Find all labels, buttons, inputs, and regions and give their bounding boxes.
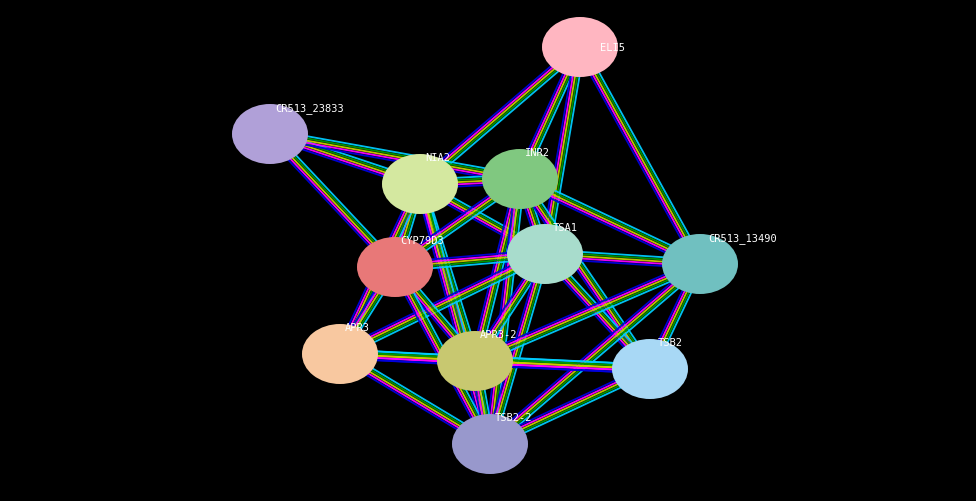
Text: ELI5: ELI5 — [600, 43, 625, 53]
Text: NIA2: NIA2 — [425, 153, 450, 163]
Text: TSB2-2: TSB2-2 — [495, 412, 533, 422]
Ellipse shape — [452, 414, 528, 474]
Ellipse shape — [612, 339, 688, 399]
Ellipse shape — [302, 324, 378, 384]
Text: APR3-2: APR3-2 — [480, 329, 517, 339]
Text: CR513_23833: CR513_23833 — [275, 103, 344, 114]
Ellipse shape — [507, 224, 583, 285]
Text: APR3: APR3 — [345, 322, 370, 332]
Ellipse shape — [382, 155, 458, 214]
Ellipse shape — [437, 331, 513, 391]
Text: TSB2: TSB2 — [658, 337, 683, 347]
Text: TSA1: TSA1 — [553, 222, 578, 232]
Ellipse shape — [662, 234, 738, 295]
Ellipse shape — [482, 150, 558, 209]
Ellipse shape — [232, 105, 308, 165]
Text: INR2: INR2 — [525, 148, 550, 158]
Text: CR513_13490: CR513_13490 — [708, 232, 777, 243]
Ellipse shape — [542, 18, 618, 78]
Text: CYP79D3: CYP79D3 — [400, 235, 444, 245]
Ellipse shape — [357, 237, 433, 298]
